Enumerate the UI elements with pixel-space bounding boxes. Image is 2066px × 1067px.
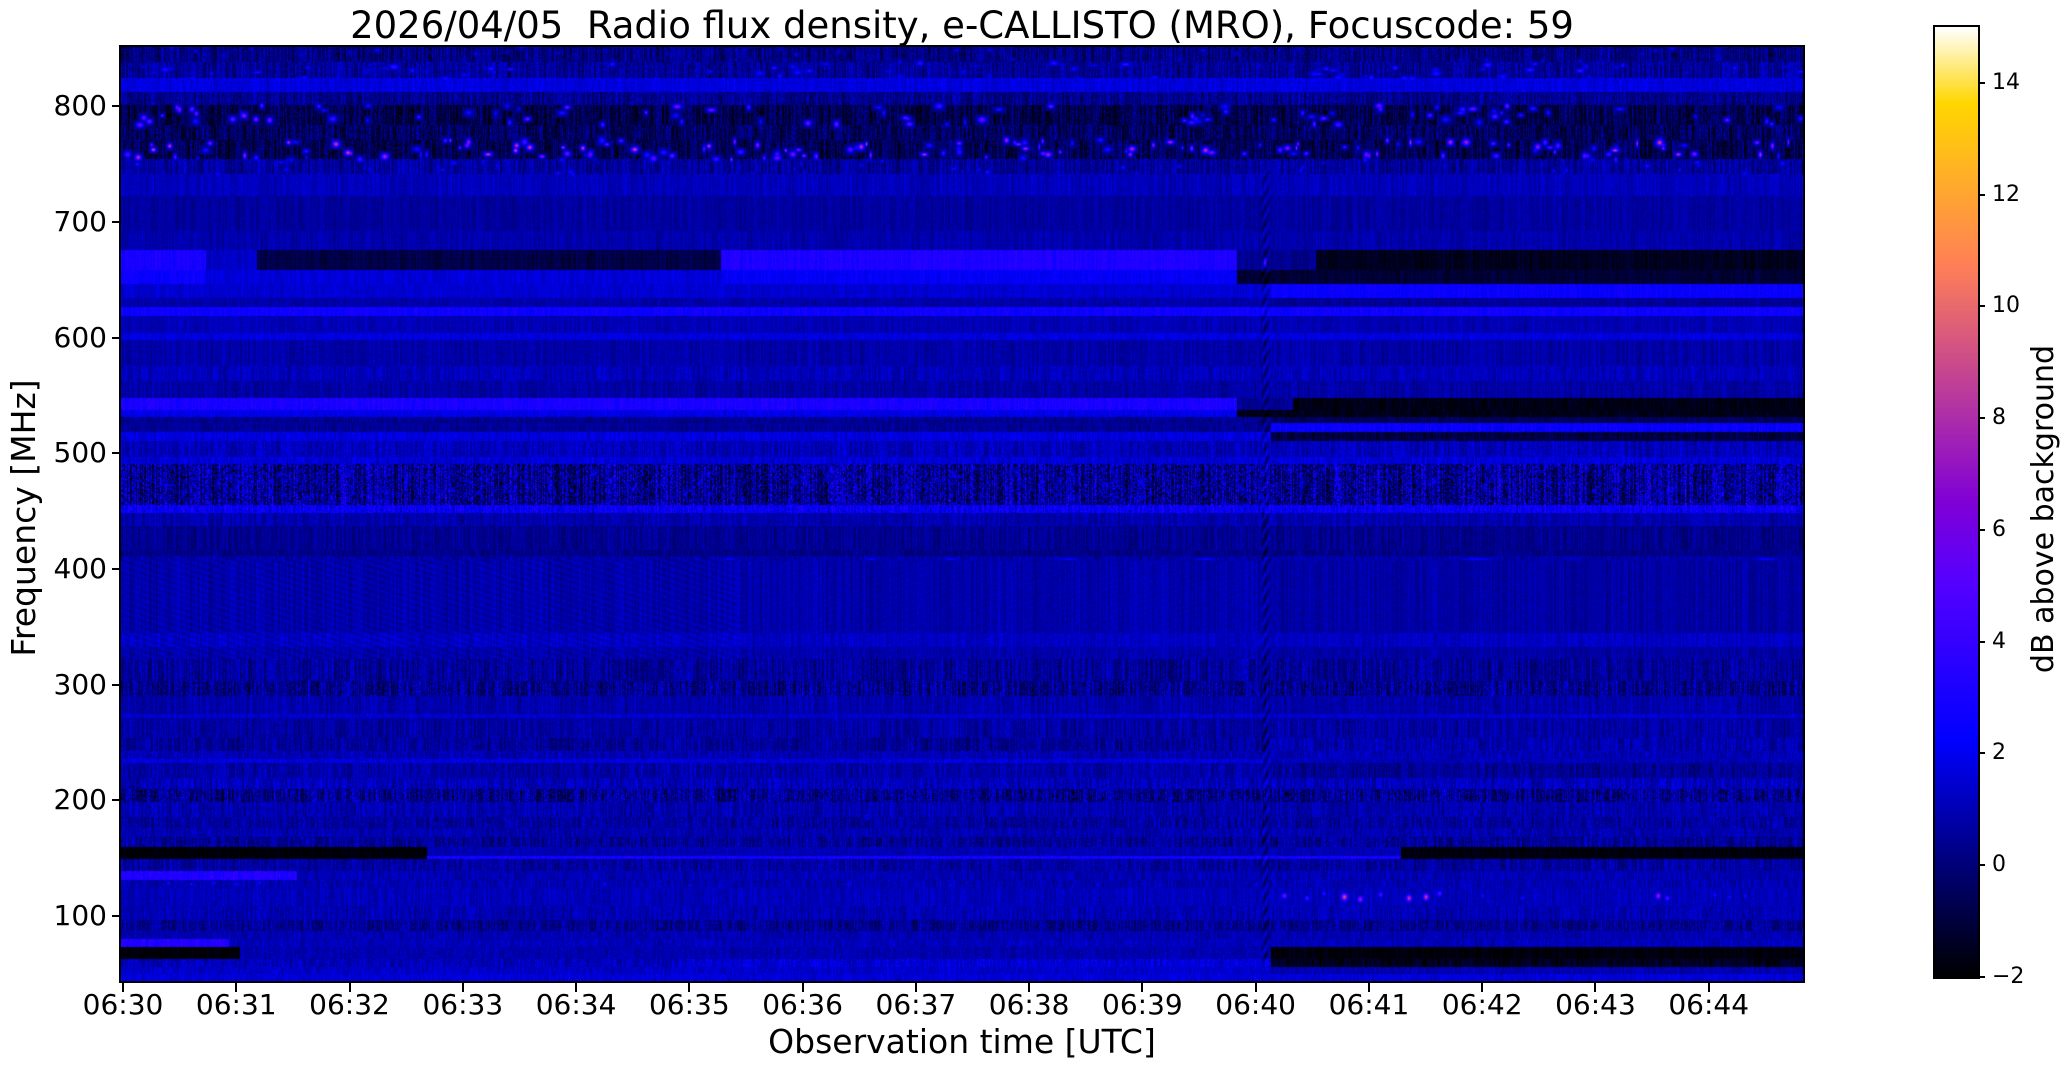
colorbar-tick-label: 0 [1992, 852, 2006, 878]
colorbar-canvas [1935, 27, 1978, 977]
y-tick-label: 600 [53, 320, 107, 354]
colorbar-tick-label: 4 [1992, 628, 2006, 654]
x-tick-label: 06:32 [309, 988, 390, 1021]
x-tick-mark [1707, 983, 1710, 992]
y-tick-mark [112, 105, 121, 108]
y-tick-mark [112, 452, 121, 455]
x-tick-label: 06:41 [1328, 988, 1410, 1021]
x-tick-mark [348, 983, 351, 992]
x-tick-mark [461, 983, 464, 992]
x-tick-label: 06:30 [82, 988, 164, 1021]
x-tick-mark [1141, 983, 1144, 992]
x-tick-label: 06:33 [422, 988, 504, 1021]
y-tick-label: 200 [53, 783, 107, 817]
x-tick-mark [235, 983, 238, 992]
x-tick-label: 06:43 [1555, 988, 1636, 1021]
y-tick-mark [112, 915, 121, 918]
colorbar-tick-label: −2 [1992, 964, 2025, 989]
colorbar-tick-label: 12 [1992, 181, 2020, 207]
x-axis-label: Observation time [UTC] [768, 1022, 1156, 1061]
x-tick-label: 06:44 [1668, 988, 1750, 1021]
x-tick-mark [1481, 983, 1484, 992]
colorbar-tick-mark [1978, 976, 1985, 978]
y-tick-label: 500 [53, 436, 107, 470]
x-tick-mark [1028, 983, 1031, 992]
x-tick-label: 06:39 [1102, 988, 1183, 1021]
y-tick-label: 700 [53, 204, 107, 238]
x-tick-label: 06:35 [648, 988, 730, 1021]
x-tick-mark [801, 983, 804, 992]
chart-title: 2026/04/05 Radio flux density, e-CALLIST… [350, 4, 1574, 47]
colorbar-tick-label: 6 [1992, 516, 2006, 542]
y-tick-label: 100 [53, 899, 107, 933]
x-tick-label: 06:42 [1441, 988, 1523, 1021]
colorbar-label: dB above background [2026, 344, 2061, 674]
spectrogram-canvas [121, 47, 1803, 981]
y-tick-mark [112, 683, 121, 686]
y-tick-label: 400 [53, 551, 107, 585]
colorbar-tick-mark [1978, 528, 1985, 531]
x-tick-mark [575, 983, 578, 992]
y-tick-mark [112, 336, 121, 339]
colorbar-tick-mark [1978, 417, 1985, 420]
colorbar-tick-mark [1978, 752, 1985, 755]
y-tick-mark [112, 567, 121, 570]
y-tick-label: 800 [53, 89, 107, 123]
x-tick-label: 06:40 [1215, 988, 1296, 1021]
x-tick-label: 06:34 [535, 988, 617, 1021]
y-axis-label: Frequency [MHz] [4, 379, 43, 657]
colorbar-tick-label: 8 [1992, 405, 2006, 431]
x-tick-mark [1367, 983, 1370, 992]
colorbar-tick-mark [1978, 864, 1985, 867]
x-tick-mark [1254, 983, 1257, 992]
x-tick-mark [1594, 983, 1597, 992]
colorbar-tick-mark [1978, 81, 1985, 84]
colorbar-tick-label: 10 [1992, 293, 2020, 319]
colorbar-tick-label: 14 [1992, 69, 2020, 95]
colorbar-tick-label: 2 [1992, 740, 2006, 766]
x-tick-mark [688, 983, 691, 992]
x-tick-mark [914, 983, 917, 992]
x-tick-label: 06:36 [762, 988, 843, 1021]
colorbar-tick-mark [1978, 305, 1985, 308]
y-tick-mark [112, 799, 121, 802]
y-tick-label: 300 [53, 667, 107, 701]
x-tick-mark [122, 983, 124, 992]
spectrogram-plot [119, 45, 1805, 983]
colorbar [1933, 25, 1980, 979]
y-tick-mark [112, 220, 121, 223]
colorbar-tick-mark [1978, 640, 1985, 643]
colorbar-tick-mark [1978, 193, 1985, 196]
x-tick-label: 06:37 [875, 988, 957, 1021]
x-tick-label: 06:31 [195, 988, 277, 1021]
x-tick-label: 06:38 [988, 988, 1070, 1021]
